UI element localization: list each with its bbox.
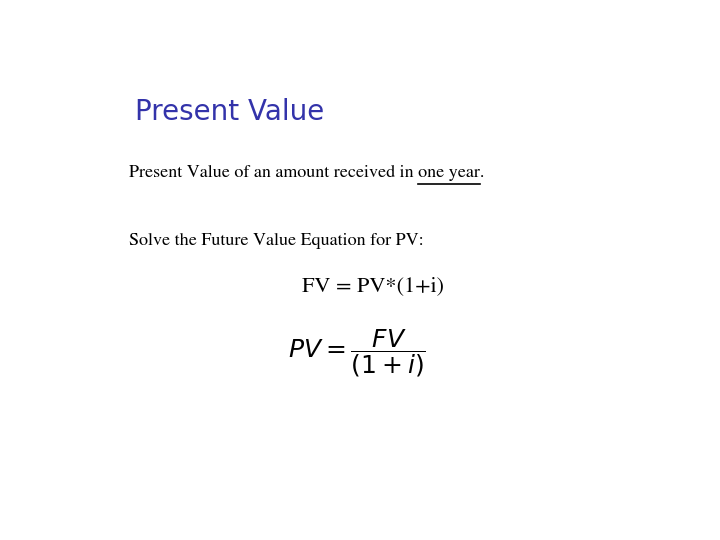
Text: $PV = \dfrac{FV}{(1+i)}$: $PV = \dfrac{FV}{(1+i)}$	[288, 327, 426, 379]
Text: Present Value of an amount received in one year.: Present Value of an amount received in o…	[129, 165, 485, 180]
Text: Solve the Future Value Equation for PV:: Solve the Future Value Equation for PV:	[129, 233, 423, 249]
Text: FV = PV*(1+i): FV = PV*(1+i)	[302, 277, 444, 296]
Text: Present Value: Present Value	[135, 98, 324, 126]
